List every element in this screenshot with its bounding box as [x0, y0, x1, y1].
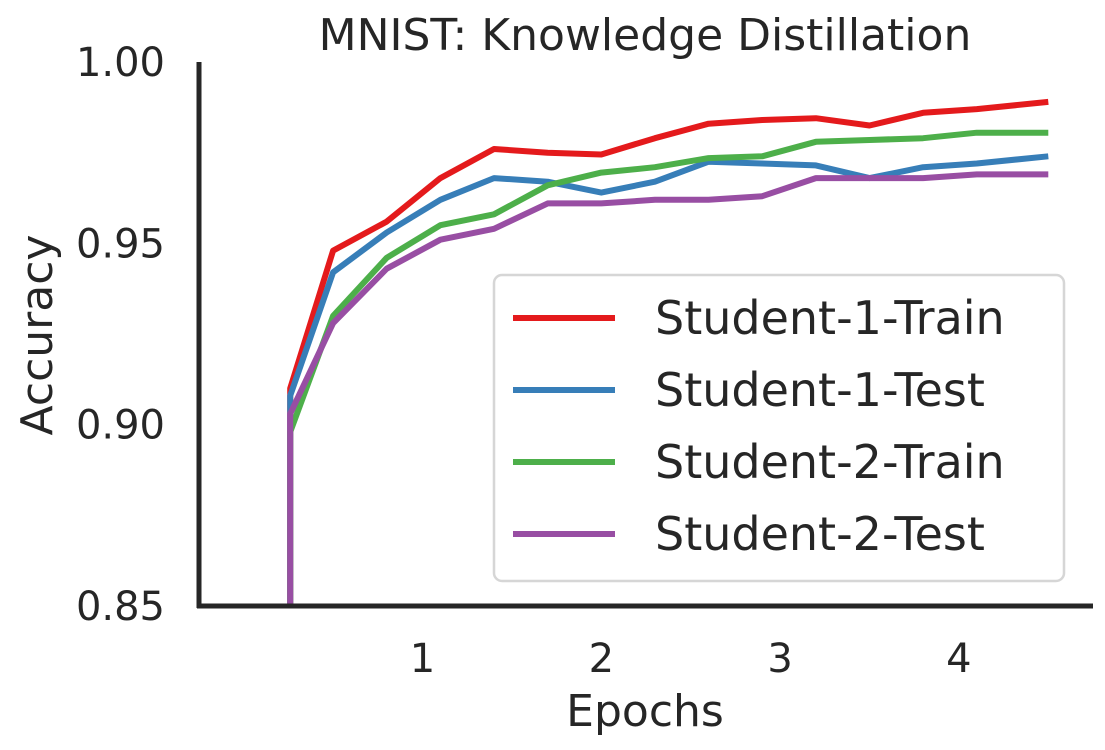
plot-lines	[287, 98, 1049, 606]
x-tick-label: 4	[946, 636, 971, 682]
y-axis-label: Accuracy	[12, 235, 63, 436]
legend-items: Student-1-Train Student-1-Test Student-2-T…	[513, 291, 1005, 561]
series-line-student-2-test	[287, 171, 1049, 606]
chart-title: MNIST: Knowledge Distillation	[319, 10, 972, 61]
legend-box	[492, 273, 1066, 583]
y-tick-label: 0.90	[76, 403, 165, 449]
x-tick-label: 2	[589, 636, 614, 682]
x-axis-label: Epochs	[566, 686, 724, 737]
x-tick-label: 1	[410, 636, 435, 682]
legend-label: Student-1-Test	[655, 363, 985, 417]
y-tick-label: 1.00	[76, 40, 165, 86]
x-tick-label: 3	[767, 636, 792, 682]
x-tick-labels: 1 2 3 4	[410, 636, 972, 682]
series-line-student-2-train	[287, 129, 1049, 606]
legend-label: Student-2-Test	[655, 507, 985, 561]
legend-label: Student-2-Train	[655, 435, 1005, 489]
series-line-student-1-train	[287, 98, 1049, 606]
legend: Student-1-Train Student-1-Test Student-2-T…	[492, 273, 1066, 583]
legend-label: Student-1-Train	[655, 291, 1005, 345]
series-line-student-1-test	[287, 153, 1049, 606]
y-tick-labels: 0.85 0.90 0.95 1.00	[76, 40, 165, 630]
y-tick-label: 0.85	[76, 584, 165, 630]
y-tick-label: 0.95	[76, 221, 165, 267]
